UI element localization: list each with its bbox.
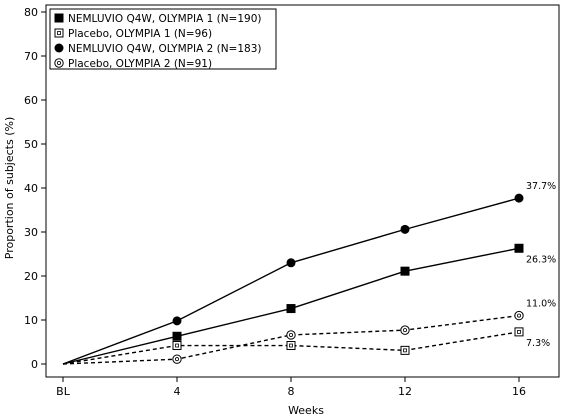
plot-frame xyxy=(45,4,560,378)
series-layer xyxy=(62,193,524,365)
data-point-outer xyxy=(400,345,410,355)
y-tick-label: 70 xyxy=(24,50,38,63)
x-axis: BL 4 8 12 16 xyxy=(56,377,526,398)
data-point-outer xyxy=(172,354,182,364)
data-point xyxy=(286,304,296,314)
data-point-outer xyxy=(514,310,524,321)
data-point-inner xyxy=(289,343,293,348)
data-point xyxy=(286,330,296,340)
series-3 xyxy=(62,310,524,365)
data-point-outer xyxy=(514,327,524,337)
series-1 xyxy=(62,327,524,365)
data-point xyxy=(514,327,524,337)
legend-marker-outer xyxy=(54,58,64,68)
data-point xyxy=(514,310,524,321)
y-tick-label: 10 xyxy=(24,314,38,327)
data-point xyxy=(400,325,410,335)
data-point xyxy=(172,354,182,364)
series-0 xyxy=(62,243,524,365)
data-point-outer xyxy=(286,341,296,351)
legend-marker-inner xyxy=(57,31,61,35)
legend-box xyxy=(49,8,277,70)
data-point xyxy=(400,224,410,234)
data-point-inner xyxy=(402,328,407,333)
data-label: 26.3% xyxy=(526,254,556,265)
series-2 xyxy=(62,193,524,365)
x-tick-label: BL xyxy=(56,385,71,398)
data-point-outer xyxy=(400,325,410,335)
legend-label: Placebo, OLYMPIA 2 (N=91) xyxy=(68,58,212,70)
legend-marker-outer xyxy=(54,28,64,38)
y-axis: 0 10 20 30 40 50 60 70 80 xyxy=(24,6,46,371)
data-point xyxy=(172,331,182,341)
y-tick-label: 40 xyxy=(24,182,38,195)
data-point xyxy=(172,341,182,351)
legend-marker xyxy=(54,28,64,38)
data-label: 37.7% xyxy=(526,181,556,192)
y-tick-label: 80 xyxy=(24,6,38,19)
data-point xyxy=(514,243,524,253)
data-point xyxy=(172,316,182,326)
data-label: 7.3% xyxy=(526,338,550,349)
y-tick-label: 30 xyxy=(24,226,38,239)
data-point xyxy=(400,266,410,276)
data-point-outer xyxy=(172,341,182,351)
data-point-inner xyxy=(174,357,179,362)
end-labels: 26.3% 7.3% 37.7% 11.0% xyxy=(526,181,556,349)
x-tick-label: 12 xyxy=(398,385,412,398)
data-point-outer xyxy=(286,330,296,340)
y-tick-label: 0 xyxy=(31,358,38,371)
legend-marker xyxy=(54,43,64,53)
data-point-inner xyxy=(403,348,407,353)
legend-marker-inner xyxy=(57,61,62,66)
x-tick-label: 4 xyxy=(174,385,181,398)
legend-marker xyxy=(54,58,64,68)
series-line xyxy=(62,314,520,365)
data-point-inner xyxy=(517,329,521,334)
x-tick-label: 16 xyxy=(512,385,526,398)
data-point-inner xyxy=(175,343,179,348)
data-point-inner xyxy=(288,332,293,337)
legend-marker xyxy=(54,13,64,23)
x-axis-title: Weeks xyxy=(288,404,324,417)
y-tick-label: 20 xyxy=(24,270,38,283)
data-label: 11.0% xyxy=(526,299,556,310)
data-point xyxy=(514,193,524,203)
data-point xyxy=(400,345,410,355)
data-point-inner xyxy=(517,313,522,318)
y-axis-title: Proportion of subjects (%) xyxy=(3,117,16,259)
legend-label: NEMLUVIO Q4W, OLYMPIA 1 (N=190) xyxy=(68,13,262,25)
legend: NEMLUVIO Q4W, OLYMPIA 1 (N=190) Placebo, … xyxy=(49,8,277,70)
x-tick-label: 8 xyxy=(288,385,295,398)
data-point xyxy=(286,258,296,268)
y-tick-label: 60 xyxy=(24,94,38,107)
legend-label: Placebo, OLYMPIA 1 (N=96) xyxy=(68,28,212,40)
y-tick-label: 50 xyxy=(24,138,38,151)
legend-label: NEMLUVIO Q4W, OLYMPIA 2 (N=183) xyxy=(68,43,262,55)
data-point xyxy=(286,341,296,351)
